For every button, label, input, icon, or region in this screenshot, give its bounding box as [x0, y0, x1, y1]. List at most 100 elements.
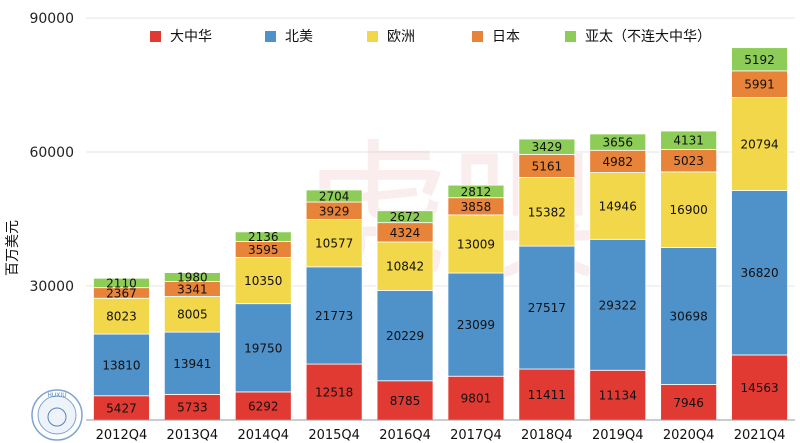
data-label-2015Q4-3: 3929	[319, 204, 350, 218]
data-label-2012Q4-2: 8023	[106, 310, 137, 324]
y-tick-label: 30000	[29, 279, 74, 295]
bar-segment-2014Q4-0	[234, 391, 292, 421]
bar-segment-2017Q4-1	[447, 272, 505, 377]
legend-swatch-0	[150, 31, 161, 42]
data-label-2015Q4-4: 2704	[319, 190, 350, 204]
bar-segment-2012Q4-2	[93, 297, 150, 335]
bar-segment-2019Q4-0	[589, 369, 647, 421]
data-label-2020Q4-3: 5023	[673, 154, 704, 168]
data-label-2021Q4-2: 20794	[740, 138, 778, 152]
data-label-2015Q4-1: 21773	[315, 309, 353, 323]
bar-segment-2020Q4-0	[660, 384, 718, 421]
bar-segment-2015Q4-0	[305, 363, 363, 421]
bar-segment-2012Q4-4	[93, 277, 150, 289]
data-label-2017Q4-0: 9801	[461, 392, 492, 406]
bar-segment-2016Q4-2	[376, 241, 434, 291]
bar-segment-2020Q4-4	[660, 130, 718, 150]
data-label-2017Q4-2: 13009	[457, 237, 495, 251]
x-tick-label-2017Q4: 2017Q4	[450, 428, 502, 443]
data-label-2014Q4-4: 2136	[248, 230, 279, 244]
data-label-2013Q4-4: 1980	[177, 271, 208, 285]
x-tick-label-2012Q4: 2012Q4	[96, 428, 148, 443]
data-labels: 5427138108023236721105733139418005334119…	[102, 53, 778, 416]
seal-face	[47, 407, 67, 427]
data-label-2014Q4-2: 10350	[244, 274, 282, 288]
bars	[93, 47, 788, 421]
seal-outer-ring	[31, 389, 83, 441]
data-label-2019Q4-4: 3656	[602, 136, 633, 150]
data-label-2017Q4-1: 23099	[457, 318, 495, 332]
bar-segment-2018Q4-0	[518, 368, 576, 421]
bar-segment-2014Q4-4	[234, 231, 292, 242]
bar-segment-2021Q4-2	[731, 97, 788, 191]
bar-segment-2012Q4-1	[93, 333, 150, 397]
data-label-2012Q4-3: 2367	[106, 286, 137, 300]
y-tick-label: 90000	[29, 11, 74, 27]
data-label-2017Q4-4: 2812	[461, 185, 492, 199]
axes: 30000 60000 90000 2012Q4 2013Q4 2014Q4 2015Q4 2…	[29, 11, 795, 443]
data-label-2021Q4-4: 5192	[744, 53, 775, 67]
data-label-2020Q4-4: 4131	[673, 134, 704, 148]
legend-swatch-3	[472, 31, 483, 42]
bar-segment-2017Q4-4	[447, 184, 505, 199]
data-label-2018Q4-2: 15382	[528, 205, 566, 219]
bar-segment-2016Q4-0	[376, 380, 434, 421]
data-label-2021Q4-0: 14563	[740, 381, 778, 395]
data-label-2014Q4-1: 19750	[244, 341, 282, 355]
data-label-2017Q4-3: 3858	[461, 200, 492, 214]
x-tick-label-2018Q4: 2018Q4	[521, 428, 573, 443]
legend-label-4: 亚太（不连大中华）	[585, 29, 711, 45]
bar-segment-2019Q4-4	[589, 133, 647, 151]
legend-label-3: 日本	[492, 29, 520, 45]
x-tick-label-2019Q4: 2019Q4	[592, 428, 644, 443]
legend-label-1: 北美	[285, 29, 313, 45]
bar-segment-2018Q4-4	[518, 138, 576, 155]
bar-segment-2015Q4-4	[305, 189, 363, 203]
bar-segment-2018Q4-2	[518, 177, 576, 247]
data-label-2016Q4-4: 2672	[390, 210, 421, 224]
seal-text: HUXIU	[47, 392, 66, 399]
data-label-2016Q4-1: 20229	[386, 329, 424, 343]
bar-segment-2020Q4-1	[660, 246, 718, 385]
data-label-2014Q4-0: 6292	[248, 399, 279, 413]
y-tick-label: 60000	[29, 145, 74, 161]
seal-inner-ring	[37, 395, 77, 435]
data-label-2016Q4-2: 10842	[386, 260, 424, 274]
bar-segment-2017Q4-2	[447, 214, 505, 274]
data-label-2012Q4-1: 13810	[102, 358, 140, 372]
data-label-2020Q4-0: 7946	[673, 396, 704, 410]
legend-label-2: 欧洲	[387, 29, 415, 45]
bar-segment-2019Q4-1	[589, 238, 647, 371]
bar-segment-2018Q4-1	[518, 245, 576, 370]
data-label-2013Q4-2: 8005	[177, 308, 208, 322]
bar-segment-2020Q4-2	[660, 171, 718, 248]
legend-swatch-1	[265, 31, 276, 42]
bar-segment-2017Q4-0	[447, 375, 505, 421]
bar-segment-2019Q4-2	[589, 172, 647, 240]
bar-segment-2016Q4-1	[376, 290, 434, 382]
data-label-2020Q4-2: 16900	[670, 203, 708, 217]
data-label-2019Q4-3: 4982	[602, 155, 633, 169]
data-label-2019Q4-0: 11134	[599, 389, 637, 403]
bar-segment-2021Q4-4	[731, 47, 788, 72]
bar-segment-2021Q4-1	[731, 190, 788, 356]
x-tick-label-2016Q4: 2016Q4	[379, 428, 431, 443]
bar-segment-2014Q4-2	[234, 257, 292, 305]
data-label-2019Q4-1: 29322	[599, 298, 637, 312]
x-tick-label-2015Q4: 2015Q4	[308, 428, 360, 443]
data-label-2015Q4-0: 12518	[315, 386, 353, 400]
data-label-2012Q4-4: 2110	[106, 276, 137, 290]
x-tick-label-2013Q4: 2013Q4	[167, 428, 219, 443]
data-label-2018Q4-4: 3429	[532, 140, 563, 154]
y-axis-label: 百万美元	[5, 220, 21, 276]
data-label-2018Q4-0: 11411	[528, 388, 566, 402]
x-tick-label-2020Q4: 2020Q4	[663, 428, 715, 443]
legend-swatch-2	[367, 31, 378, 42]
data-label-2016Q4-0: 8785	[390, 394, 421, 408]
bar-segment-2013Q4-4	[163, 272, 221, 282]
data-label-2013Q4-3: 3341	[177, 282, 208, 296]
data-label-2015Q4-2: 10577	[315, 237, 353, 251]
data-label-2013Q4-0: 5733	[177, 401, 208, 415]
legend-label-0: 大中华	[170, 29, 212, 45]
